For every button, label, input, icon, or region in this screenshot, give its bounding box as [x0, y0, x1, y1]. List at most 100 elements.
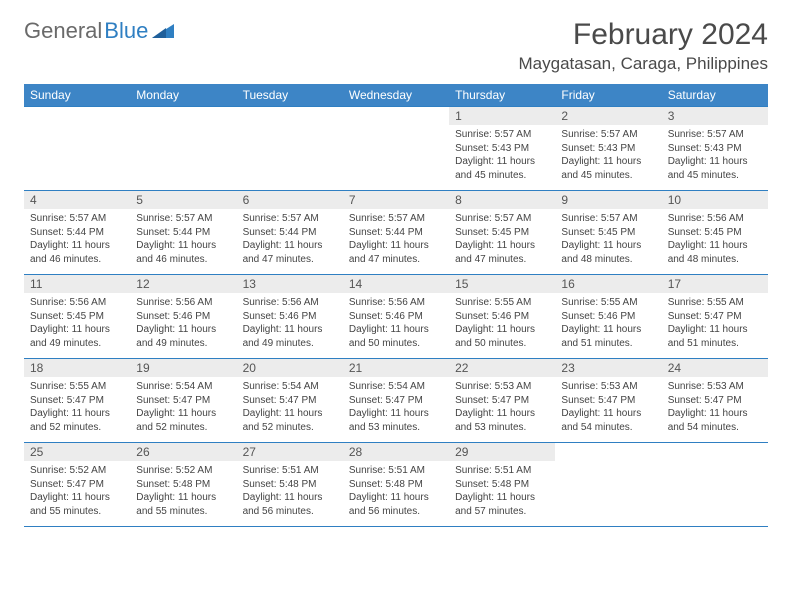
daylight-text: Daylight: 11 hours and 55 minutes.: [30, 491, 124, 518]
calendar-cell: 1Sunrise: 5:57 AMSunset: 5:43 PMDaylight…: [449, 107, 555, 191]
daylight-text: Daylight: 11 hours and 47 minutes.: [455, 239, 549, 266]
calendar-cell: 8Sunrise: 5:57 AMSunset: 5:45 PMDaylight…: [449, 191, 555, 275]
calendar-week: 1Sunrise: 5:57 AMSunset: 5:43 PMDaylight…: [24, 107, 768, 191]
sunrise-text: Sunrise: 5:53 AM: [668, 380, 762, 394]
day-number: 1: [449, 107, 555, 125]
daylight-text: Daylight: 11 hours and 51 minutes.: [561, 323, 655, 350]
calendar-cell: 18Sunrise: 5:55 AMSunset: 5:47 PMDayligh…: [24, 359, 130, 443]
sunset-text: Sunset: 5:44 PM: [243, 226, 337, 240]
day-body: Sunrise: 5:56 AMSunset: 5:45 PMDaylight:…: [662, 209, 768, 272]
calendar-cell: 13Sunrise: 5:56 AMSunset: 5:46 PMDayligh…: [237, 275, 343, 359]
day-body: Sunrise: 5:57 AMSunset: 5:43 PMDaylight:…: [555, 125, 661, 188]
day-number: 5: [130, 191, 236, 209]
day-header: Monday: [130, 84, 236, 107]
sunrise-text: Sunrise: 5:57 AM: [668, 128, 762, 142]
title-block: February 2024 Maygatasan, Caraga, Philip…: [519, 18, 768, 74]
day-body: Sunrise: 5:54 AMSunset: 5:47 PMDaylight:…: [343, 377, 449, 440]
daylight-text: Daylight: 11 hours and 51 minutes.: [668, 323, 762, 350]
day-body: Sunrise: 5:55 AMSunset: 5:47 PMDaylight:…: [24, 377, 130, 440]
daylight-text: Daylight: 11 hours and 50 minutes.: [455, 323, 549, 350]
day-header: Wednesday: [343, 84, 449, 107]
calendar-cell: 10Sunrise: 5:56 AMSunset: 5:45 PMDayligh…: [662, 191, 768, 275]
calendar-cell: 19Sunrise: 5:54 AMSunset: 5:47 PMDayligh…: [130, 359, 236, 443]
sunset-text: Sunset: 5:47 PM: [455, 394, 549, 408]
sunset-text: Sunset: 5:47 PM: [668, 394, 762, 408]
sunrise-text: Sunrise: 5:54 AM: [349, 380, 443, 394]
calendar-cell: 9Sunrise: 5:57 AMSunset: 5:45 PMDaylight…: [555, 191, 661, 275]
sunrise-text: Sunrise: 5:57 AM: [349, 212, 443, 226]
daylight-text: Daylight: 11 hours and 49 minutes.: [30, 323, 124, 350]
calendar-cell: 25Sunrise: 5:52 AMSunset: 5:47 PMDayligh…: [24, 443, 130, 527]
sunrise-text: Sunrise: 5:54 AM: [243, 380, 337, 394]
day-body: Sunrise: 5:53 AMSunset: 5:47 PMDaylight:…: [555, 377, 661, 440]
calendar-week: 11Sunrise: 5:56 AMSunset: 5:45 PMDayligh…: [24, 275, 768, 359]
calendar-cell: 17Sunrise: 5:55 AMSunset: 5:47 PMDayligh…: [662, 275, 768, 359]
daylight-text: Daylight: 11 hours and 56 minutes.: [349, 491, 443, 518]
day-body: Sunrise: 5:57 AMSunset: 5:44 PMDaylight:…: [130, 209, 236, 272]
sunset-text: Sunset: 5:47 PM: [243, 394, 337, 408]
day-number: 26: [130, 443, 236, 461]
daylight-text: Daylight: 11 hours and 53 minutes.: [349, 407, 443, 434]
day-body: Sunrise: 5:56 AMSunset: 5:46 PMDaylight:…: [343, 293, 449, 356]
day-number: 12: [130, 275, 236, 293]
day-number: 2: [555, 107, 661, 125]
sunrise-text: Sunrise: 5:55 AM: [561, 296, 655, 310]
calendar-cell: 29Sunrise: 5:51 AMSunset: 5:48 PMDayligh…: [449, 443, 555, 527]
sunrise-text: Sunrise: 5:51 AM: [349, 464, 443, 478]
day-body: Sunrise: 5:57 AMSunset: 5:44 PMDaylight:…: [237, 209, 343, 272]
day-number: 25: [24, 443, 130, 461]
day-number: 28: [343, 443, 449, 461]
daylight-text: Daylight: 11 hours and 56 minutes.: [243, 491, 337, 518]
day-body: Sunrise: 5:51 AMSunset: 5:48 PMDaylight:…: [449, 461, 555, 524]
sunrise-text: Sunrise: 5:57 AM: [455, 128, 549, 142]
sunrise-text: Sunrise: 5:52 AM: [30, 464, 124, 478]
calendar-cell: [662, 443, 768, 527]
calendar-cell: 14Sunrise: 5:56 AMSunset: 5:46 PMDayligh…: [343, 275, 449, 359]
day-body: Sunrise: 5:51 AMSunset: 5:48 PMDaylight:…: [343, 461, 449, 524]
calendar-week: 25Sunrise: 5:52 AMSunset: 5:47 PMDayligh…: [24, 443, 768, 527]
day-body: Sunrise: 5:56 AMSunset: 5:46 PMDaylight:…: [237, 293, 343, 356]
daylight-text: Daylight: 11 hours and 57 minutes.: [455, 491, 549, 518]
sunset-text: Sunset: 5:43 PM: [668, 142, 762, 156]
day-body: Sunrise: 5:56 AMSunset: 5:46 PMDaylight:…: [130, 293, 236, 356]
sunset-text: Sunset: 5:46 PM: [243, 310, 337, 324]
sunset-text: Sunset: 5:47 PM: [30, 478, 124, 492]
sunrise-text: Sunrise: 5:57 AM: [136, 212, 230, 226]
day-number: 13: [237, 275, 343, 293]
sunrise-text: Sunrise: 5:54 AM: [136, 380, 230, 394]
day-header-row: Sunday Monday Tuesday Wednesday Thursday…: [24, 84, 768, 107]
calendar-cell: 22Sunrise: 5:53 AMSunset: 5:47 PMDayligh…: [449, 359, 555, 443]
month-title: February 2024: [519, 18, 768, 52]
daylight-text: Daylight: 11 hours and 54 minutes.: [668, 407, 762, 434]
calendar-cell: 5Sunrise: 5:57 AMSunset: 5:44 PMDaylight…: [130, 191, 236, 275]
calendar-cell: 23Sunrise: 5:53 AMSunset: 5:47 PMDayligh…: [555, 359, 661, 443]
daylight-text: Daylight: 11 hours and 49 minutes.: [136, 323, 230, 350]
sunrise-text: Sunrise: 5:55 AM: [455, 296, 549, 310]
calendar-cell: 11Sunrise: 5:56 AMSunset: 5:45 PMDayligh…: [24, 275, 130, 359]
calendar-cell: [24, 107, 130, 191]
sunset-text: Sunset: 5:48 PM: [136, 478, 230, 492]
calendar-cell: 2Sunrise: 5:57 AMSunset: 5:43 PMDaylight…: [555, 107, 661, 191]
daylight-text: Daylight: 11 hours and 46 minutes.: [136, 239, 230, 266]
sunset-text: Sunset: 5:46 PM: [455, 310, 549, 324]
day-body: Sunrise: 5:52 AMSunset: 5:48 PMDaylight:…: [130, 461, 236, 524]
brand-text-general: General: [24, 18, 102, 44]
daylight-text: Daylight: 11 hours and 48 minutes.: [561, 239, 655, 266]
day-header: Tuesday: [237, 84, 343, 107]
calendar-cell: 24Sunrise: 5:53 AMSunset: 5:47 PMDayligh…: [662, 359, 768, 443]
day-number: 19: [130, 359, 236, 377]
brand-logo: GeneralBlue: [24, 18, 174, 44]
sunset-text: Sunset: 5:45 PM: [30, 310, 124, 324]
sunrise-text: Sunrise: 5:51 AM: [455, 464, 549, 478]
sunset-text: Sunset: 5:46 PM: [349, 310, 443, 324]
daylight-text: Daylight: 11 hours and 45 minutes.: [455, 155, 549, 182]
day-body: Sunrise: 5:57 AMSunset: 5:44 PMDaylight:…: [343, 209, 449, 272]
day-body: Sunrise: 5:52 AMSunset: 5:47 PMDaylight:…: [24, 461, 130, 524]
sunrise-text: Sunrise: 5:57 AM: [561, 212, 655, 226]
daylight-text: Daylight: 11 hours and 52 minutes.: [30, 407, 124, 434]
sunrise-text: Sunrise: 5:53 AM: [561, 380, 655, 394]
daylight-text: Daylight: 11 hours and 49 minutes.: [243, 323, 337, 350]
sunset-text: Sunset: 5:47 PM: [561, 394, 655, 408]
day-number: 9: [555, 191, 661, 209]
day-body: Sunrise: 5:53 AMSunset: 5:47 PMDaylight:…: [449, 377, 555, 440]
